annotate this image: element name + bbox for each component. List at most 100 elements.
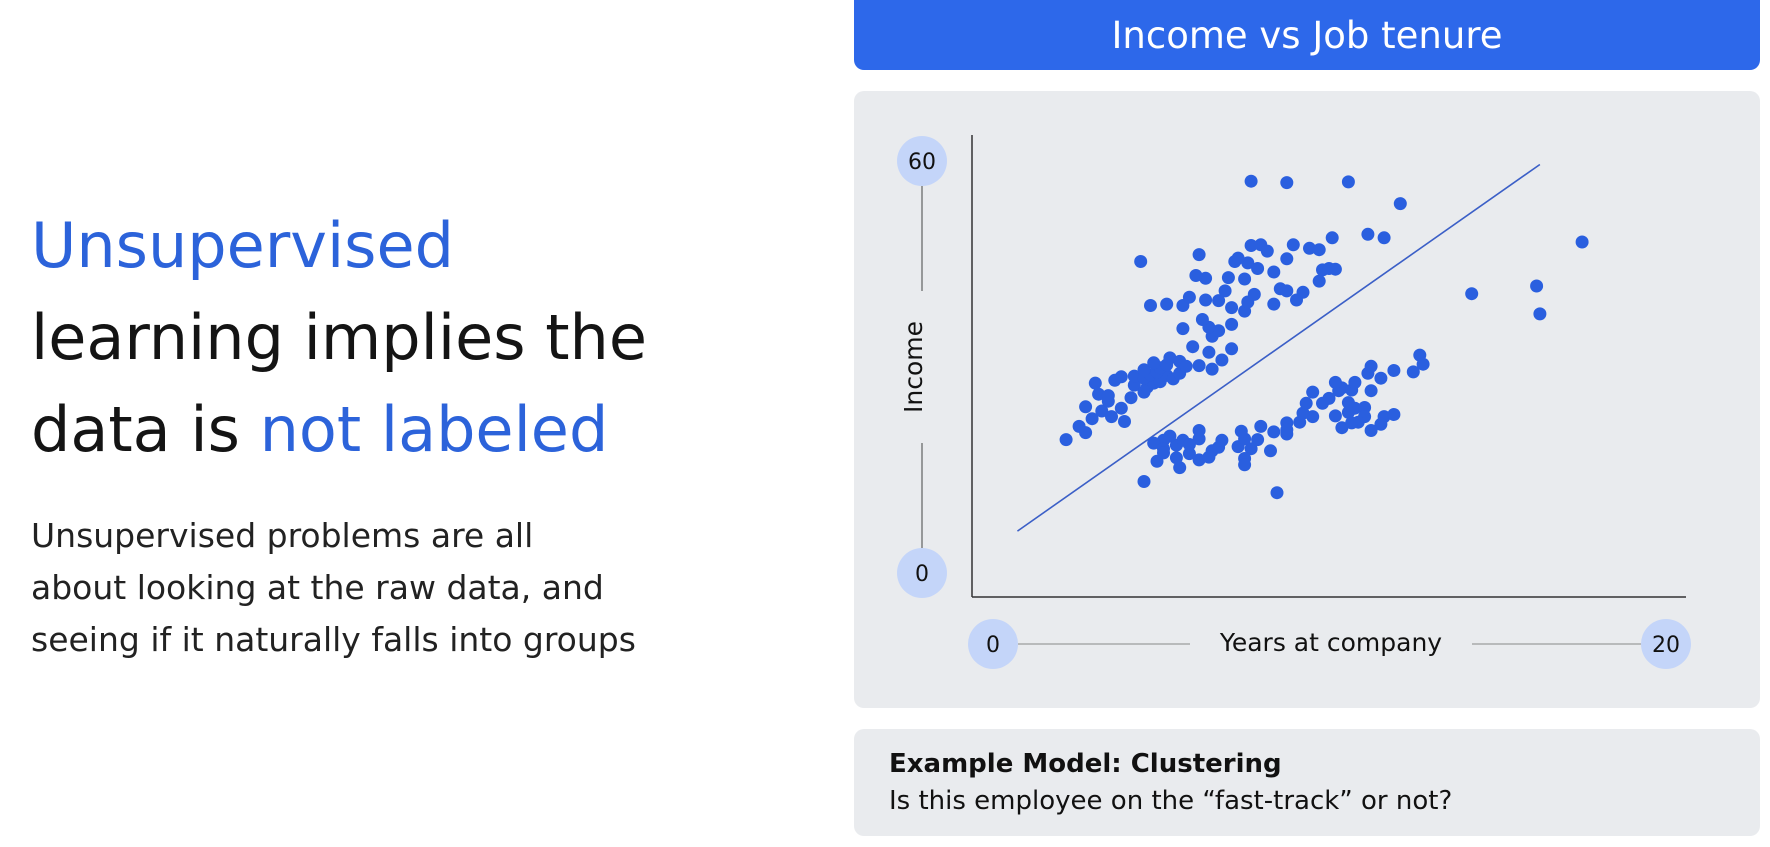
- data-point: [1218, 284, 1232, 298]
- data-point: [1406, 365, 1420, 379]
- data-point: [1312, 243, 1326, 257]
- data-point: [1267, 425, 1281, 439]
- data-point: [1364, 359, 1378, 373]
- data-point: [1290, 293, 1303, 307]
- data-point: [1179, 359, 1193, 373]
- data-point: [1280, 176, 1294, 190]
- x-tick-left-circle: [968, 619, 1018, 669]
- data-point: [1374, 417, 1388, 431]
- data-point: [1079, 400, 1093, 414]
- data-point: [1127, 378, 1141, 392]
- data-point: [1328, 262, 1342, 276]
- data-point: [1247, 287, 1261, 301]
- data-point: [1341, 175, 1355, 189]
- data-point: [1225, 342, 1239, 356]
- x-tick-label-left: 0: [986, 633, 1000, 658]
- data-point: [1361, 227, 1375, 241]
- data-point: [1251, 262, 1265, 275]
- y-tick-top-circle: [897, 136, 947, 186]
- data-point: [1199, 293, 1213, 307]
- data-point: [1575, 235, 1589, 249]
- data-point: [1231, 251, 1245, 265]
- data-point: [1215, 433, 1229, 447]
- data-point: [1189, 269, 1203, 282]
- data-point: [1296, 406, 1310, 420]
- data-point: [1238, 272, 1252, 286]
- data-point: [1137, 475, 1151, 488]
- data-point: [1202, 450, 1216, 464]
- data-point: [1341, 405, 1355, 419]
- footer-title: Example Model: Clustering: [889, 749, 1282, 779]
- body-text: Unsupervised problems are all about look…: [31, 510, 731, 666]
- data-point: [1254, 419, 1268, 433]
- footer-subtitle: Is this employee on the “fast-track” or …: [889, 786, 1453, 816]
- data-point: [1192, 453, 1206, 467]
- data-point: [1163, 351, 1177, 365]
- data-point: [1244, 239, 1258, 252]
- data-point: [1202, 345, 1216, 359]
- data-point: [1105, 410, 1118, 424]
- data-point: [1225, 317, 1239, 331]
- data-point: [1530, 279, 1544, 293]
- axes: 60 0 0 20 Years at company Income: [897, 135, 1691, 669]
- data-point: [1280, 423, 1294, 437]
- data-point: [1101, 389, 1115, 403]
- data-point: [1157, 446, 1170, 460]
- data-point: [1169, 451, 1183, 465]
- data-point: [1176, 322, 1190, 336]
- data-point: [1328, 409, 1342, 423]
- data-point: [1182, 447, 1196, 461]
- body-line2: about looking at the raw data, and: [31, 568, 604, 607]
- data-point: [1364, 424, 1378, 437]
- separation-line: [1016, 163, 1541, 532]
- y-axis-label: Income: [899, 321, 928, 413]
- data-point: [1299, 396, 1313, 410]
- data-point: [1286, 238, 1300, 252]
- data-point: [1212, 294, 1226, 308]
- data-point: [1192, 359, 1206, 373]
- data-point: [1195, 313, 1209, 326]
- chart-title: Income vs Job tenure: [854, 0, 1760, 70]
- data-point: [1137, 363, 1151, 377]
- data-point: [1251, 433, 1265, 447]
- data-point: [1306, 385, 1320, 399]
- data-point: [1072, 419, 1086, 433]
- data-point: [1160, 297, 1174, 311]
- y-tick-label-top: 60: [908, 150, 936, 175]
- data-point: [1059, 433, 1073, 447]
- data-point: [1225, 301, 1239, 315]
- body-line3: seeing if it naturally falls into groups: [31, 620, 636, 659]
- data-point: [1345, 416, 1359, 430]
- data-point: [1186, 340, 1200, 354]
- data-point: [1182, 438, 1196, 451]
- scatter-chart: 60 0 0 20 Years at company Income: [897, 135, 1691, 669]
- y-tick-label-bottom: 0: [915, 562, 929, 587]
- data-point: [1221, 271, 1235, 285]
- data-point: [1533, 307, 1547, 321]
- data-point: [1358, 401, 1372, 414]
- data-point: [1328, 375, 1342, 389]
- data-point: [1244, 174, 1258, 188]
- y-tick-bottom-circle: [897, 548, 947, 598]
- data-point: [1088, 376, 1102, 390]
- data-point: [1147, 436, 1161, 450]
- data-point: [1147, 356, 1161, 370]
- data-point: [1144, 299, 1157, 312]
- data-point: [1192, 424, 1206, 437]
- data-point: [1260, 244, 1274, 258]
- headline-line3-accent: not labeled: [259, 393, 609, 466]
- text-panel: Unsupervised learning implies the data i…: [31, 200, 831, 666]
- data-point: [1335, 421, 1349, 435]
- data-point: [1374, 371, 1388, 385]
- data-point: [1377, 231, 1391, 245]
- data-point: [1234, 424, 1248, 438]
- data-point: [1173, 461, 1187, 475]
- data-point: [1182, 290, 1196, 304]
- data-point: [1244, 442, 1258, 456]
- data-point: [1387, 364, 1401, 377]
- headline-line2: learning implies the: [31, 301, 647, 374]
- data-point: [1312, 274, 1326, 288]
- data-point: [1393, 197, 1407, 211]
- data-point: [1325, 231, 1339, 245]
- footer-card: Example Model: Clustering Is this employ…: [854, 729, 1760, 836]
